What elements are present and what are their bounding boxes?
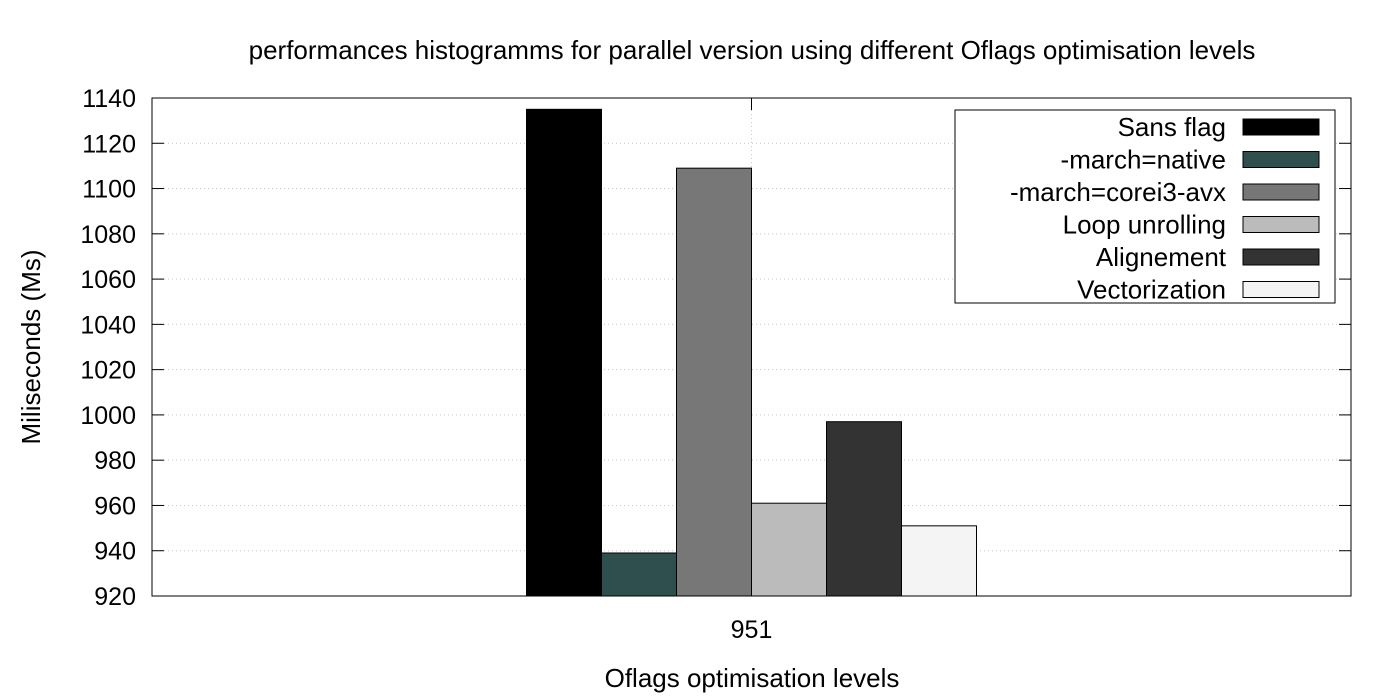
y-tick-label: 1040 — [80, 311, 136, 339]
legend-box — [954, 109, 1336, 304]
y-tick-label: 1100 — [82, 176, 136, 204]
bar-march-corei3-avx — [676, 167, 752, 597]
legend-swatch — [1242, 248, 1320, 266]
y-tick-label: 920 — [94, 583, 136, 611]
legend-swatch — [1242, 216, 1320, 233]
y-tick-label: 1060 — [80, 266, 136, 294]
bar-alignement — [826, 421, 902, 597]
y-tick-label: 1020 — [80, 357, 136, 385]
bar-loop-unrolling — [751, 502, 827, 597]
y-axis-ticks: 920 940 960 980 1000 1020 1040 1060 1080 1100 1120… — [80, 85, 1351, 611]
x-axis-label: Oflags optimisation levels — [605, 663, 900, 693]
chart-title: performances histogramms for parallel ve… — [249, 35, 1256, 65]
legend-label: Vectorization — [1077, 275, 1226, 305]
x-axis-ticks: 951 — [731, 98, 773, 644]
y-tick-label: 1000 — [80, 402, 136, 430]
y-tick-label: 1120 — [82, 130, 136, 158]
legend-label: -march=corei3-avx — [1010, 177, 1226, 207]
legend-swatch — [1242, 151, 1320, 168]
legend-swatch — [1242, 281, 1320, 298]
y-tick-label: 980 — [94, 447, 136, 475]
legend-label: Sans flag — [1118, 112, 1226, 142]
bar-sans-flag — [526, 108, 602, 597]
legend-label: Loop unrolling — [1063, 210, 1226, 240]
legend-label: -march=native — [1061, 145, 1226, 175]
x-tick-label: 951 — [731, 616, 773, 644]
legend-label: Alignement — [1096, 242, 1227, 272]
y-tick-label: 960 — [94, 492, 136, 520]
y-tick-label: 940 — [94, 538, 136, 566]
bars — [526, 108, 977, 597]
y-tick-label: 1140 — [82, 85, 136, 113]
y-tick-label: 1080 — [80, 221, 136, 249]
bar-march-native — [601, 552, 677, 597]
legend-swatch — [1242, 183, 1320, 201]
legend: Sans flag-march=native-march=corei3-avxL… — [954, 109, 1336, 305]
legend-swatch — [1242, 118, 1320, 136]
y-axis-label: Miliseconds (Ms) — [16, 249, 46, 444]
bar-vectorization — [901, 525, 977, 597]
